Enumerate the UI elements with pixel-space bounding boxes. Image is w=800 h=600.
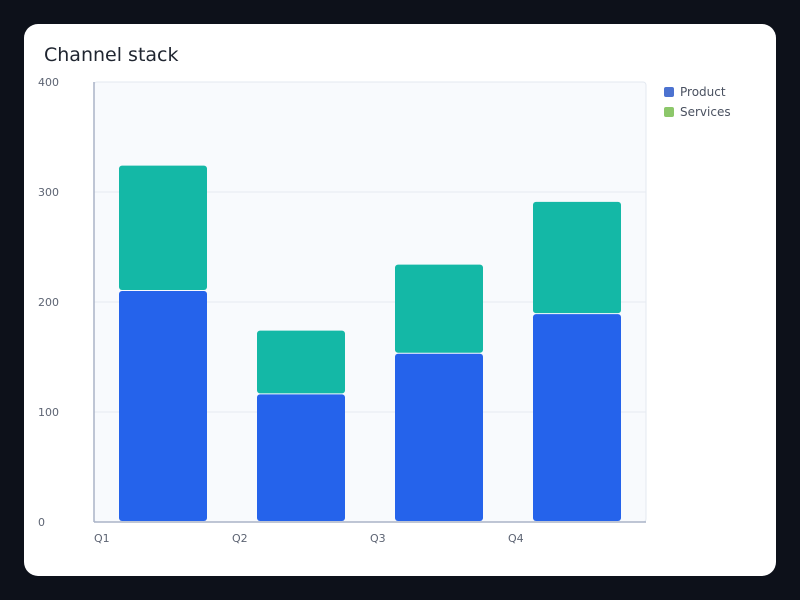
bar-product-q3 — [395, 353, 483, 521]
x-tick-label: Q2 — [232, 532, 248, 545]
legend-item-product: Product — [664, 82, 731, 102]
bar-services-q2 — [257, 330, 345, 394]
bar-product-q4 — [533, 314, 621, 521]
y-tick-label: 100 — [38, 406, 59, 419]
bar-services-q3 — [395, 264, 483, 353]
x-tick-label: Q1 — [94, 532, 110, 545]
bar-services-q4 — [533, 201, 621, 314]
legend-label: Product — [680, 85, 726, 99]
stacked-bar-chart: 0 100 200 300 400 Q1 Q2 Q3 Q4 — [38, 76, 647, 545]
legend-item-services: Services — [664, 102, 731, 122]
x-tick-label: Q4 — [508, 532, 524, 545]
bar-product-q1 — [119, 291, 207, 521]
y-tick-label: 0 — [38, 516, 45, 529]
x-tick-label: Q3 — [370, 532, 386, 545]
legend-label: Services — [680, 105, 731, 119]
chart-card: Channel stack 0 100 200 300 400 Q1 Q2 Q3 Q4 Prod… — [24, 24, 776, 576]
y-tick-label: 400 — [38, 76, 59, 89]
legend-swatch — [664, 107, 674, 117]
bar-product-q2 — [257, 394, 345, 521]
chart-legend: Product Services — [664, 82, 731, 122]
chart-title: Channel stack — [44, 44, 179, 66]
y-tick-label: 300 — [38, 186, 59, 199]
bar-services-q1 — [119, 165, 207, 290]
legend-swatch — [664, 87, 674, 97]
y-tick-label: 200 — [38, 296, 59, 309]
